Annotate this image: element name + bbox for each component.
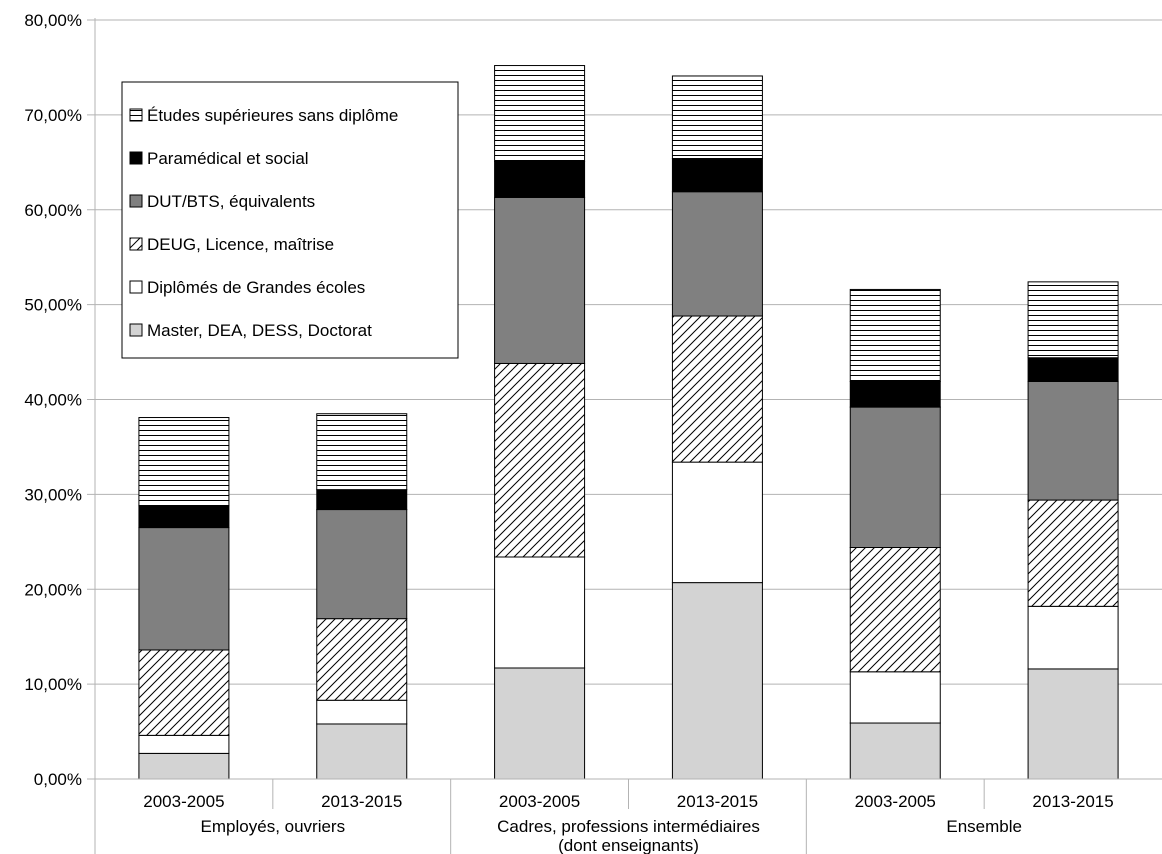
legend-label: Paramédical et social: [147, 149, 309, 168]
bar-segment: [138, 752, 230, 780]
legend-swatch: [129, 194, 143, 208]
bar-segment: [494, 667, 586, 780]
bar-segment: [494, 160, 586, 198]
bar-segment: [494, 362, 586, 558]
y-tick-label: 50,00%: [24, 296, 82, 315]
bar-segment: [494, 65, 586, 162]
bar-segment: [494, 196, 586, 364]
x-group-label: (dont enseignants): [558, 836, 699, 854]
bar-segment: [1027, 380, 1119, 501]
y-tick-label: 80,00%: [24, 11, 82, 30]
legend-swatch: [129, 323, 143, 337]
legend-swatch: [129, 108, 143, 122]
bar-segment: [138, 527, 230, 651]
bar-segment: [671, 461, 763, 584]
bar-segment: [1027, 281, 1119, 359]
bar-segment: [849, 288, 941, 382]
y-tick-label: 10,00%: [24, 675, 82, 694]
x-group-label: Employés, ouvriers: [201, 817, 346, 836]
bar-segment: [1027, 499, 1119, 607]
bar-segment: [671, 158, 763, 193]
bar-segment: [316, 618, 408, 701]
y-tick-label: 20,00%: [24, 580, 82, 599]
bar-segment: [1027, 668, 1119, 780]
y-tick-label: 60,00%: [24, 201, 82, 220]
bar-segment: [316, 699, 408, 725]
bar-segment: [849, 380, 941, 408]
x-category-label: 2003-2005: [143, 792, 224, 811]
bar-segment: [849, 547, 941, 673]
legend-label: Diplômés de Grandes écoles: [147, 278, 365, 297]
bar-segment: [849, 722, 941, 780]
bar-segment: [138, 649, 230, 736]
bar-segment: [316, 509, 408, 620]
x-group-label: Cadres, professions intermédiaires: [497, 817, 760, 836]
bar-segment: [316, 413, 408, 491]
bar-segment: [138, 734, 230, 754]
bar-segment: [316, 489, 408, 511]
legend-swatch: [129, 237, 143, 251]
bar-segment: [138, 417, 230, 507]
y-tick-label: 0,00%: [34, 770, 82, 789]
y-tick-label: 70,00%: [24, 106, 82, 125]
y-tick-label: 30,00%: [24, 485, 82, 504]
bar-segment: [849, 671, 941, 724]
legend-swatch: [129, 280, 143, 294]
axes: 0,00% 10,00% 20,00% 30,00% 40,00% 50,00% 60,00…: [24, 11, 1162, 854]
bar-segment: [849, 406, 941, 549]
legend-label: Études supérieures sans diplôme: [147, 106, 398, 125]
bar-segment: [671, 315, 763, 463]
bar-segment: [1027, 357, 1119, 382]
x-category-label: 2013-2015: [321, 792, 402, 811]
legend-label: Master, DEA, DESS, Doctorat: [147, 321, 372, 340]
bar-segment: [671, 191, 763, 317]
legend: Études supérieures sans diplôme Paramédic…: [121, 81, 459, 359]
bar-segment: [1027, 605, 1119, 670]
bar-segment: [671, 582, 763, 780]
bar-segment: [671, 75, 763, 160]
legend-label: DEUG, Licence, maîtrise: [147, 235, 334, 254]
x-category-label: 2003-2005: [499, 792, 580, 811]
x-category-label: 2013-2015: [1032, 792, 1113, 811]
legend-swatch: [129, 151, 143, 165]
bars: [138, 65, 1119, 780]
x-category-label: 2013-2015: [677, 792, 758, 811]
bar-segment: [138, 505, 230, 529]
bar-segment: [494, 556, 586, 669]
y-tick-label: 40,00%: [24, 391, 82, 410]
bar-segment: [316, 723, 408, 780]
legend-label: DUT/BTS, équivalents: [147, 192, 315, 211]
x-category-label: 2003-2005: [855, 792, 936, 811]
x-group-label: Ensemble: [946, 817, 1022, 836]
legend-box: [121, 81, 459, 359]
